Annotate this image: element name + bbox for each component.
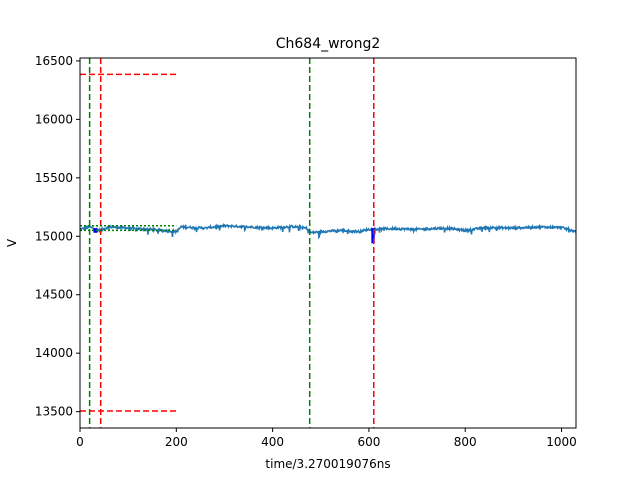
- highlight-segment-2: [371, 228, 375, 244]
- series-layer: [79, 222, 577, 244]
- y-tick-label: 16500: [35, 54, 73, 68]
- x-tick-label: 1000: [546, 435, 577, 449]
- x-tick-label: 0: [76, 435, 84, 449]
- y-tick-label: 15000: [35, 229, 73, 243]
- marker-layer: [80, 58, 375, 428]
- y-tick-label: 16000: [35, 112, 73, 126]
- y-axis-label: V: [5, 238, 19, 247]
- y-tick-label: 13500: [35, 405, 73, 419]
- x-axis-ticks: 0 200 400 600 800 1000: [76, 428, 577, 449]
- y-tick-label: 14000: [35, 346, 73, 360]
- series-line-main: [79, 222, 577, 240]
- x-tick-label: 800: [454, 435, 477, 449]
- x-tick-label: 200: [165, 435, 188, 449]
- plot-frame: [79, 57, 577, 429]
- y-axis-ticks: 13500 14000 14500 15000 15500 16000 16500: [35, 54, 80, 419]
- plot-area-background: [80, 58, 576, 428]
- x-axis-label: time/3.270019076ns: [265, 457, 390, 471]
- y-tick-label: 15500: [35, 171, 73, 185]
- x-tick-label: 600: [357, 435, 380, 449]
- x-tick-label: 400: [261, 435, 284, 449]
- highlight-segment-1: [93, 228, 98, 233]
- chart-title: Ch684_wrong2: [276, 36, 381, 52]
- y-tick-label: 14500: [35, 288, 73, 302]
